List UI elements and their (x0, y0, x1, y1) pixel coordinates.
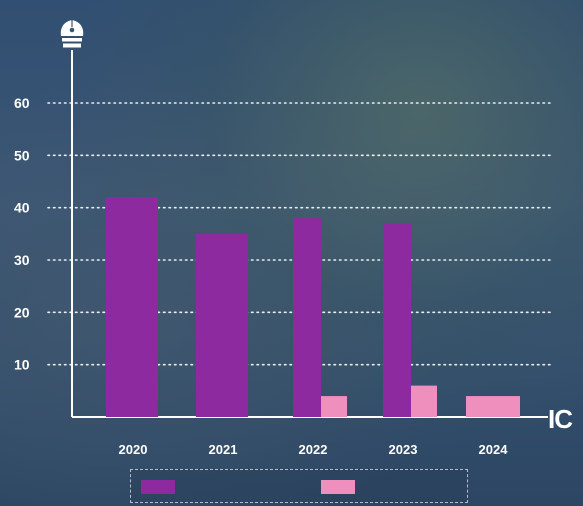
bars (106, 197, 520, 417)
x-tick-label: 2023 (389, 442, 418, 457)
y-tick-label: 50 (14, 147, 30, 163)
axis-labels: 10 20 30 40 50 60 2020 2021 2022 2023 2024 (14, 95, 508, 457)
bar-series-1 (293, 218, 321, 417)
bar-series-1 (383, 223, 411, 417)
y-tick-label: 60 (14, 95, 30, 111)
bar-series-2 (411, 385, 437, 417)
legend-swatch-series-1 (141, 480, 175, 494)
pen-nib-icon (60, 20, 84, 48)
legend-swatch-series-2 (321, 480, 355, 494)
x-tick-label: 2024 (479, 442, 509, 457)
x-tick-label: 2020 (119, 442, 148, 457)
bar-series-1 (196, 233, 248, 417)
y-tick-label: 30 (14, 252, 30, 268)
bar-series-2 (466, 396, 520, 417)
logo: IC (548, 404, 573, 434)
x-tick-label: 2022 (299, 442, 328, 457)
chart-legend (130, 469, 468, 503)
y-tick-label: 10 (14, 357, 30, 373)
bar-series-2 (321, 396, 347, 417)
x-tick-label: 2021 (209, 442, 238, 457)
bar-series-1 (106, 197, 158, 417)
y-tick-label: 20 (14, 304, 30, 320)
y-tick-label: 40 (14, 200, 30, 216)
